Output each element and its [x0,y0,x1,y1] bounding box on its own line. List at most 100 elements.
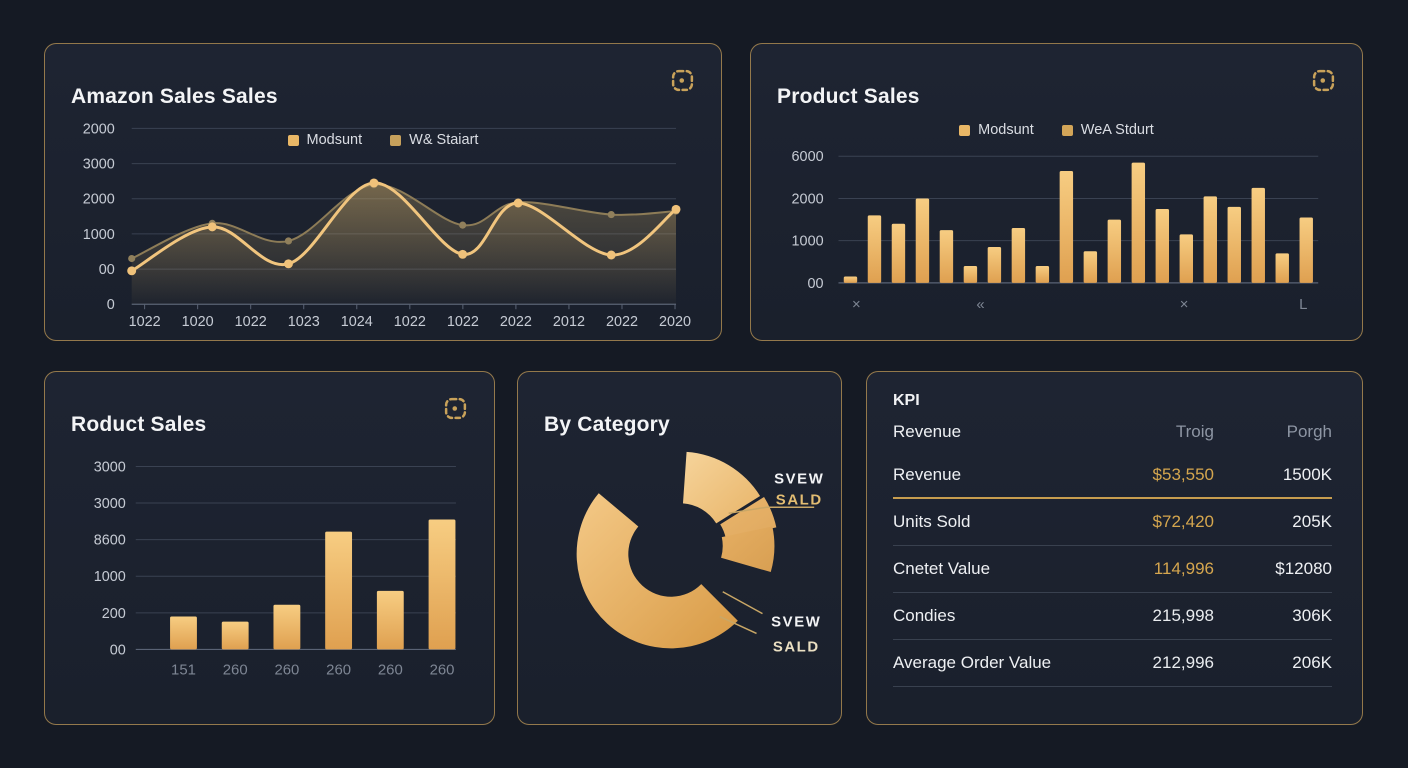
svg-text:151: 151 [171,662,196,678]
kpi-metric-label: Units Sold [893,512,971,531]
kpi-metric-value: 215,998 [1152,606,1214,625]
svg-text:3000: 3000 [94,496,126,512]
svg-text:0: 0 [107,297,115,313]
panel-title: Amazon Sales Sales [71,85,278,109]
legend-item[interactable]: WeA Stdurt [1061,122,1154,138]
bar-chart-svg: 6000 2000 1000 00 × « × L [792,149,1319,313]
kpi-row[interactable]: Revenue $53,550 1500K [893,452,1332,499]
kpi-header-col1: Troig [1175,422,1214,441]
svg-text:1022: 1022 [447,314,479,330]
svg-text:2000: 2000 [792,191,824,207]
kpi-metric-value: $53,550 [1152,464,1214,484]
svg-text:8600: 8600 [94,533,126,549]
legend-swatch [1061,124,1073,136]
panel-roduct-sales: Roduct Sales 3000 3000 8600 1000 200 00 151 260… [44,371,495,725]
legend-item[interactable]: W& Staiart [390,132,478,148]
panel-title: Product Sales [777,85,920,109]
kpi-row[interactable]: Average Order Value 212,996 206K [893,640,1332,687]
legend-label: Modsunt [978,122,1034,138]
kpi-metric-extra: 1500K [1282,464,1332,484]
panel-title: Roduct Sales [71,413,207,437]
svg-text:2000: 2000 [83,121,115,137]
svg-text:1000: 1000 [792,234,824,250]
svg-text:2022: 2022 [606,314,638,330]
kpi-table: KPI Revenue Troig Porgh Revenue $53,550 … [867,372,1362,724]
svg-text:200: 200 [102,606,126,622]
kpi-metric-extra: 206K [1292,653,1332,672]
legend-item[interactable]: Modsunt [959,122,1034,138]
svg-text:«: « [976,297,984,313]
kpi-metric-label: Revenue [893,464,962,484]
svg-text:00: 00 [99,262,115,278]
svg-text:2012: 2012 [553,314,585,330]
svg-text:260: 260 [223,662,248,678]
svg-text:1020: 1020 [182,314,214,330]
callout-leader-bottom-1 [722,591,763,615]
kpi-metric-extra: 205K [1292,512,1332,531]
legend-swatch [390,134,402,146]
svg-text:1022: 1022 [394,314,426,330]
kpi-row[interactable]: Units Sold $72,420 205K [893,499,1332,546]
panel-title: By Category [544,413,670,437]
legend-label: WeA Stdurt [1080,122,1154,138]
svg-text:3000: 3000 [83,157,115,173]
svg-text:1023: 1023 [288,314,320,330]
bar-chart-svg: 3000 3000 8600 1000 200 00 151 260 260 260 260 260 [94,459,456,678]
svg-text:×: × [1180,297,1189,313]
kpi-metric-value: 114,996 [1153,559,1214,578]
chart-legend: Modsunt W& Staiart [45,132,721,148]
callout-top-line1: SVEW [774,471,824,487]
callout-leader-top [728,506,815,514]
scan-icon[interactable] [670,68,695,93]
kpi-metric-value: 212,996 [1152,653,1214,672]
kpi-metric-label: Condies [893,606,956,625]
panel-product-sales: Product Sales 6000 2000 1000 00 × « × L Modsunt… [750,43,1363,341]
kpi-title: KPI [893,392,920,409]
svg-text:260: 260 [326,662,351,678]
svg-text:1000: 1000 [94,569,126,585]
kpi-metric-extra: $12080 [1275,559,1332,578]
callout-bottom-line1: SVEW [771,615,821,631]
svg-text:1024: 1024 [341,314,373,330]
callout-leader-bottom-2 [719,615,757,635]
legend-swatch [287,134,299,146]
scan-icon[interactable] [1311,68,1336,93]
legend-label: W& Staiart [409,132,479,148]
svg-text:3000: 3000 [94,459,126,475]
svg-text:1022: 1022 [235,314,267,330]
kpi-row[interactable]: Cnetet Value 114,996 $12080 [893,546,1332,593]
panel-amazon-sales: Amazon Sales Sales 2000 3000 2000 1000 00 0 10… [44,43,722,341]
kpi-row[interactable]: Condies 215,998 306K [893,593,1332,640]
svg-text:2022: 2022 [500,314,532,330]
callout-bottom-line2: SALD [773,639,820,655]
callout-top-line2: SALD [776,492,823,508]
kpi-header-row: Revenue Troig Porgh [893,412,1332,452]
svg-text:1022: 1022 [129,314,161,330]
svg-text:00: 00 [808,276,824,292]
svg-text:260: 260 [430,662,455,678]
svg-text:00: 00 [110,642,126,658]
kpi-metric-value: $72,420 [1152,512,1214,531]
kpi-metric-label: Average Order Value [893,653,1052,672]
svg-text:L: L [1299,297,1307,313]
kpi-header-label: Revenue [893,422,962,441]
legend-swatch [959,124,971,136]
kpi-header-col2: Porgh [1286,422,1332,441]
svg-text:1000: 1000 [83,227,115,243]
panel-by-category: By Category SVEW SALD SVEW SALD [517,371,842,725]
scan-icon[interactable] [443,396,468,421]
legend-item[interactable]: Modsunt [287,132,363,148]
kpi-metric-label: Cnetet Value [893,559,991,578]
svg-text:260: 260 [378,662,403,678]
svg-text:260: 260 [274,662,299,678]
kpi-metric-extra: 306K [1292,606,1332,625]
svg-text:2000: 2000 [83,192,115,208]
svg-text:2020: 2020 [659,314,691,330]
panel-kpi: KPI Revenue Troig Porgh Revenue $53,550 … [866,371,1363,725]
svg-text:6000: 6000 [792,149,824,165]
svg-text:×: × [852,297,861,313]
chart-legend: Modsunt WeA Stdurt [751,122,1362,138]
legend-label: Modsunt [306,132,363,148]
